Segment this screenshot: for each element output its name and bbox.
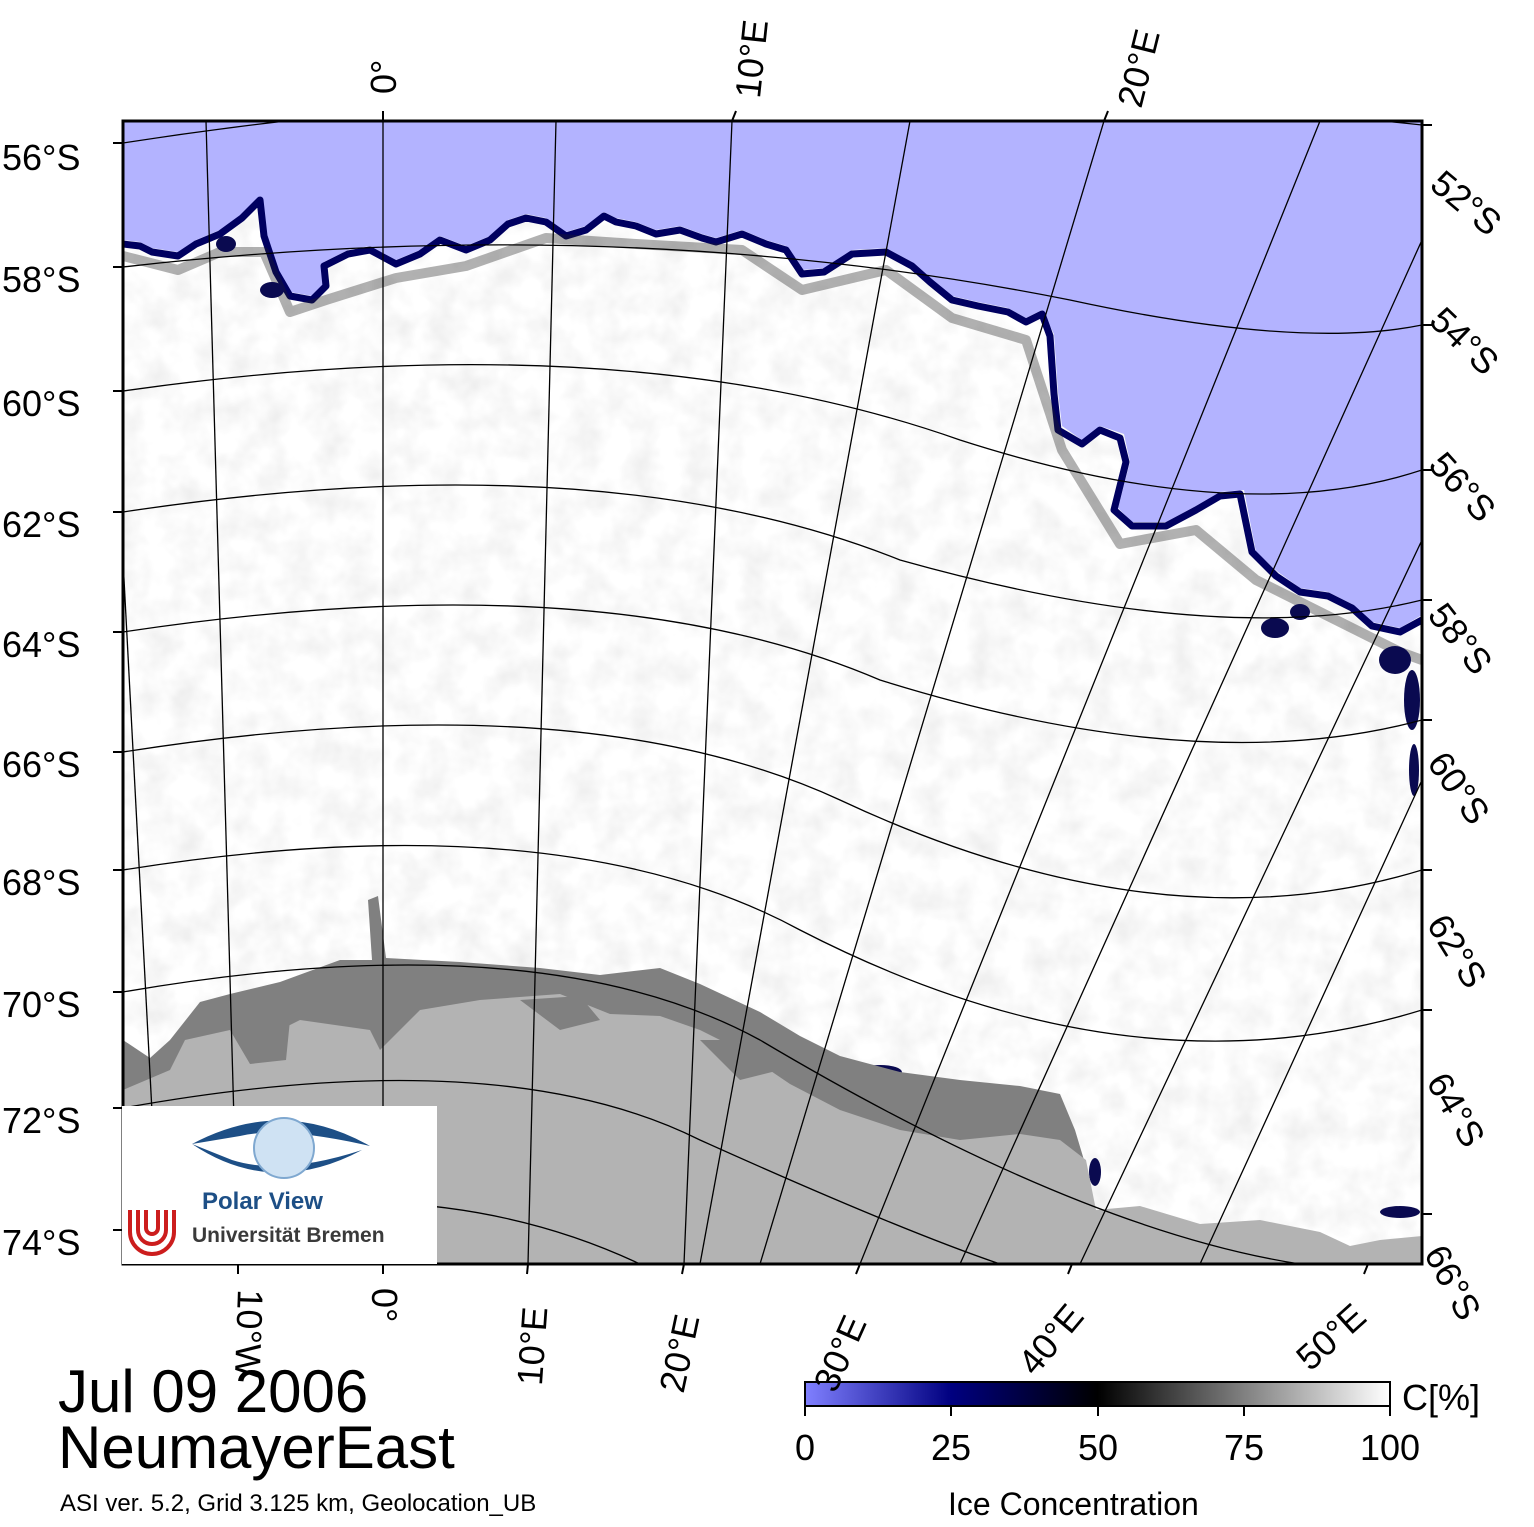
lat-label-left: 58°S bbox=[2, 259, 81, 300]
frame-ticks bbox=[113, 110, 1432, 1275]
colorbar-tick-label: 0 bbox=[794, 1427, 816, 1468]
map-date: Jul 09 2006 bbox=[58, 1358, 369, 1425]
lat-label-left: 72°S bbox=[2, 1100, 81, 1141]
lon-label-top: 0° bbox=[363, 59, 404, 94]
lat-label-left: 66°S bbox=[2, 744, 81, 785]
polar-view-logo: Polar View Universität Bremen bbox=[122, 1106, 437, 1264]
ice-edge-band bbox=[123, 196, 1422, 636]
lon-label-bottom: 0° bbox=[364, 1288, 405, 1323]
lat-label-left: 74°S bbox=[2, 1222, 81, 1263]
colorbar-tick-label: 100 bbox=[1359, 1427, 1421, 1468]
logo-name: Polar View bbox=[202, 1188, 323, 1215]
region-name: NeumayerEast bbox=[58, 1414, 455, 1481]
colorbar-title: Ice Concentration bbox=[948, 1486, 1199, 1522]
land-area bbox=[123, 994, 1422, 1264]
lat-label-left: 60°S bbox=[2, 383, 81, 424]
lat-label-left: 68°S bbox=[2, 862, 81, 903]
colorbar-tick-label: 25 bbox=[930, 1427, 972, 1468]
lat-label-left: 62°S bbox=[2, 504, 81, 545]
lon-label-bottom: 10°E bbox=[509, 1305, 556, 1387]
product-footnote: ASI ver. 5.2, Grid 3.125 km, Geolocation… bbox=[60, 1490, 537, 1517]
lat-label-left: 64°S bbox=[2, 624, 81, 665]
colorbar-tick-label: 50 bbox=[1077, 1427, 1119, 1468]
logo-institution: Universität Bremen bbox=[192, 1224, 385, 1247]
latitude-circles bbox=[123, 121, 1422, 1264]
meridians bbox=[123, 121, 1422, 1264]
colorbar-ticks bbox=[804, 1406, 1391, 1416]
lon-label-top: 10°E bbox=[727, 17, 776, 100]
eye-icon bbox=[128, 1117, 370, 1256]
open-water-area bbox=[123, 121, 1422, 628]
bremen-logo-icon bbox=[128, 1210, 176, 1256]
colorbar-unit: C[%] bbox=[1402, 1377, 1481, 1418]
lat-label-left: 70°S bbox=[2, 984, 81, 1025]
colorbar bbox=[804, 1381, 1391, 1407]
ice-edge-transition bbox=[123, 233, 1422, 665]
map-frame bbox=[121, 119, 1424, 1266]
colorbar-tick-label: 75 bbox=[1223, 1427, 1265, 1468]
low-ice-patches bbox=[216, 236, 1420, 1218]
lat-label-left: 56°S bbox=[2, 137, 81, 178]
